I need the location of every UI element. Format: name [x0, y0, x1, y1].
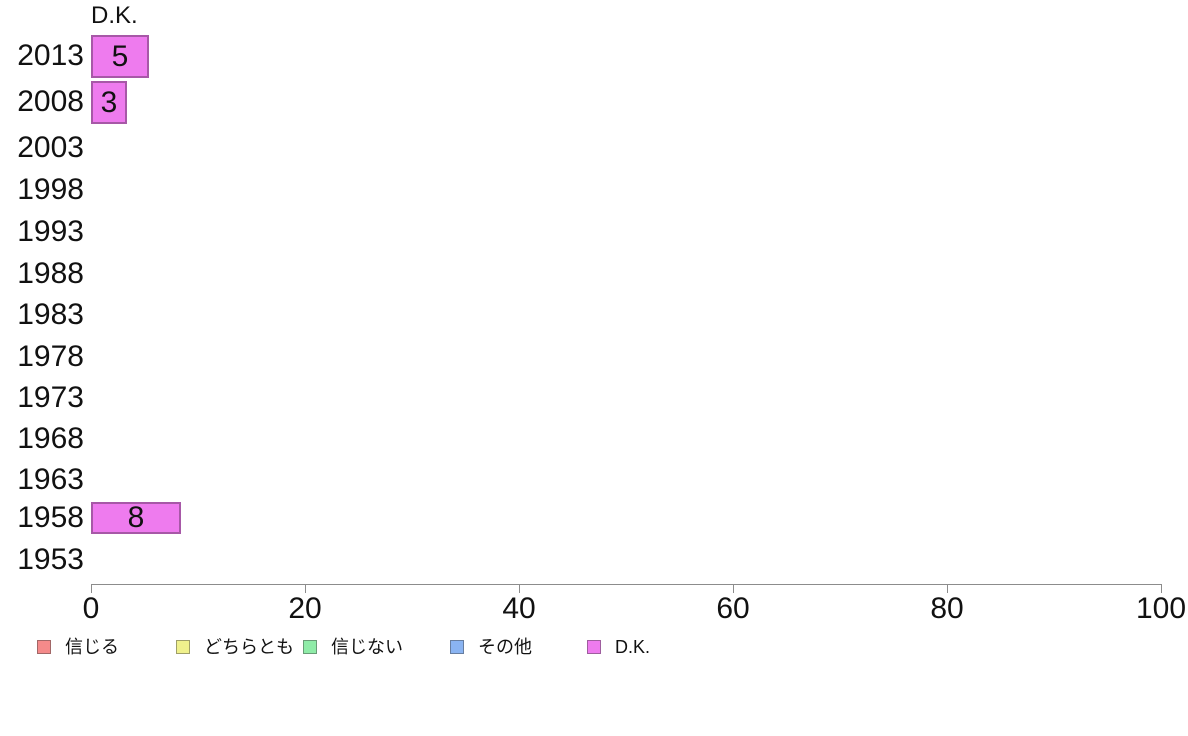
legend-label-信じない[interactable]: 信じない	[331, 637, 403, 657]
x-axis-tick-60	[733, 584, 734, 593]
x-axis-tick-0	[91, 584, 92, 593]
bar-1958-D.K.[interactable]: 8	[91, 502, 181, 534]
chart-title: D.K.	[91, 2, 138, 29]
bar-2008-D.K.[interactable]: 3	[91, 81, 127, 124]
x-axis-tick-40	[519, 584, 520, 593]
bar-value-label: 5	[111, 39, 129, 73]
y-axis-label-1963: 1963	[17, 463, 84, 496]
x-axis-tick-label-40: 40	[502, 592, 536, 625]
x-axis-tick-label-0: 0	[82, 592, 100, 625]
y-axis-label-1968: 1968	[17, 422, 84, 455]
legend-swatch-その他[interactable]	[450, 640, 464, 654]
x-axis-tick-label-20: 20	[288, 592, 322, 625]
legend-label-D.K.[interactable]: D.K.	[615, 637, 651, 657]
y-axis-label-1953: 1953	[17, 543, 84, 576]
bar-value-label: 8	[127, 501, 145, 534]
x-axis-tick-80	[947, 584, 948, 593]
y-axis-label-2008: 2008	[17, 85, 84, 118]
y-axis-label-1973: 1973	[17, 381, 84, 414]
y-axis-label-2013: 2013	[17, 39, 84, 72]
x-axis-line	[91, 584, 1162, 585]
bar-2013-D.K.[interactable]: 5	[91, 35, 149, 78]
y-axis-label-1993: 1993	[17, 215, 84, 248]
legend-swatch-どちらとも[interactable]	[176, 640, 190, 654]
x-axis-tick-label-100: 100	[1135, 592, 1187, 625]
y-axis-label-1978: 1978	[17, 340, 84, 373]
x-axis-tick-label-60: 60	[716, 592, 750, 625]
legend-swatch-D.K.[interactable]	[587, 640, 601, 654]
y-axis-label-1958: 1958	[17, 501, 84, 534]
legend-label-その他[interactable]: その他	[478, 637, 532, 657]
y-axis-label-1988: 1988	[17, 257, 84, 290]
y-axis-label-1998: 1998	[17, 173, 84, 206]
bar-value-label: 3	[100, 85, 118, 119]
legend-swatch-信じない[interactable]	[303, 640, 317, 654]
y-axis-label-1983: 1983	[17, 298, 84, 331]
legend-swatch-信じる[interactable]	[37, 640, 51, 654]
x-axis-tick-20	[305, 584, 306, 593]
x-axis-tick-100	[1161, 584, 1162, 593]
x-axis-tick-label-80: 80	[930, 592, 964, 625]
legend-label-どちらとも[interactable]: どちらとも	[204, 637, 294, 657]
legend-label-信じる[interactable]: 信じる	[65, 637, 119, 657]
y-axis-label-2003: 2003	[17, 131, 84, 164]
